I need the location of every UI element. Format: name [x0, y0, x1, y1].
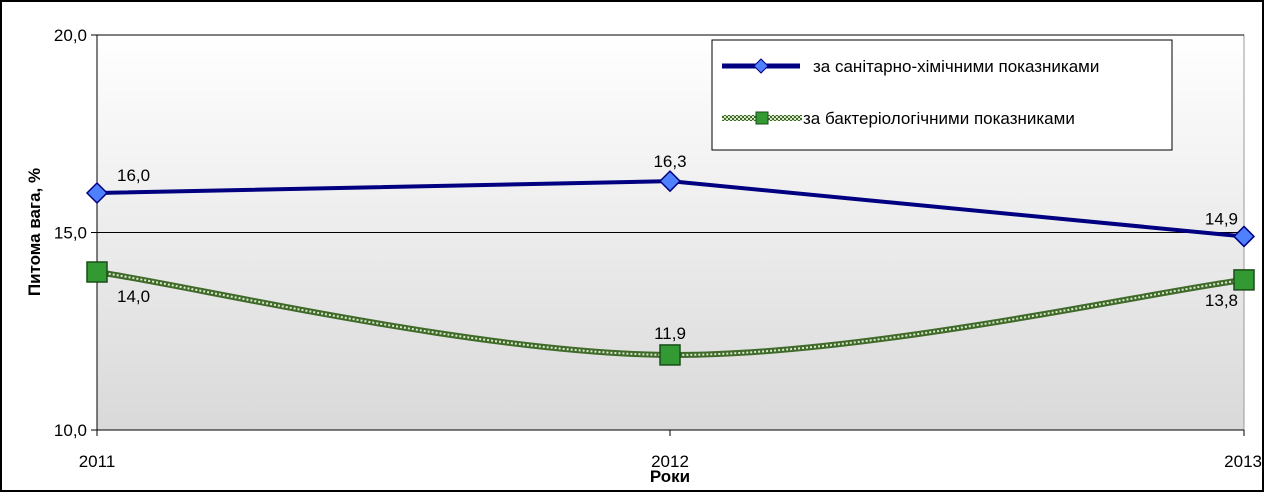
x-axis-title: Роки	[650, 467, 690, 486]
axes: 10,0 15,0 20,0 2011 2012 2013	[54, 26, 1262, 471]
legend-marker-square-icon	[755, 111, 769, 125]
point-bacterio-0	[86, 261, 108, 283]
series-layer	[85, 170, 1256, 366]
legend-label-bacterio: за бактеріологічними показниками	[803, 109, 1075, 128]
y-tick-label: 15,0	[54, 224, 87, 243]
point-sanitary-1	[658, 170, 682, 193]
x-tick-label: 2012	[651, 452, 689, 471]
legend-label-sanitary: за санітарно-хімічними показниками	[813, 57, 1099, 76]
point-sanitary-0	[85, 181, 109, 205]
data-label-sanitary-1: 16,3	[653, 152, 686, 171]
data-labels: 16,0 16,3 14,9 14,0 11,9 13,8	[117, 152, 1238, 343]
data-label-sanitary-0: 16,0	[117, 166, 150, 185]
legend-marker-diamond-icon	[753, 58, 769, 74]
y-tick-label: 20,0	[54, 26, 87, 45]
data-label-bacterio-1: 11,9	[654, 324, 686, 343]
data-label-bacterio-2: 13,8	[1205, 291, 1238, 310]
point-bacterio-1	[659, 344, 681, 366]
legend: за санітарно-хімічними показниками за ба…	[711, 39, 1173, 151]
legend-box	[711, 39, 1173, 151]
data-label-bacterio-0: 14,0	[117, 287, 150, 306]
x-tick-label: 2013	[1224, 452, 1262, 471]
data-label-sanitary-2: 14,9	[1205, 209, 1238, 228]
y-tick-label: 10,0	[54, 421, 87, 440]
x-tick-label: 2011	[79, 452, 116, 471]
point-bacterio-2	[1233, 269, 1255, 291]
y-axis-title: Питома вага, %	[25, 168, 44, 296]
point-sanitary-2	[1232, 225, 1256, 248]
